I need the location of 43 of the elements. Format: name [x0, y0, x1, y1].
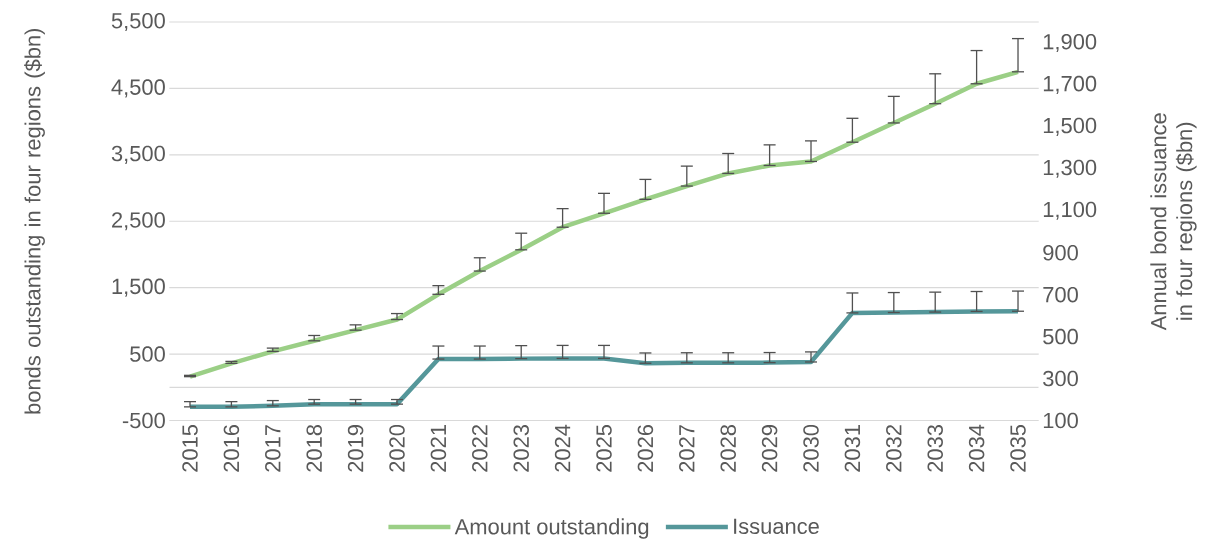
y-tick-label: -500: [122, 412, 165, 429]
y2-tick-label: 900: [1043, 244, 1078, 261]
x-tick-label: 2021: [430, 425, 447, 472]
x-tick-label: 2026: [637, 424, 654, 472]
x-tick-label: 2024: [554, 424, 571, 472]
x-tick-label: 2031: [844, 425, 861, 472]
y2-axis-title: Annual bond issuance in four regions ($bn): [1150, 113, 1197, 331]
y2-tick-label: 100: [1043, 412, 1078, 429]
x-tick-label: 2020: [389, 424, 405, 472]
x-tick-label: 2030: [803, 424, 819, 472]
x-tick-label: 2017: [265, 425, 281, 472]
y-tick-label: 4,500: [111, 79, 165, 98]
y2-tick-label: 1,100: [1043, 201, 1097, 220]
x-tick-label: 2019: [347, 425, 364, 472]
y2-tick-label: 1,300: [1043, 159, 1097, 178]
y2-tick-label: 300: [1043, 370, 1078, 387]
x-tick-label: 2034: [968, 424, 985, 472]
x-tick-label: 2018: [306, 424, 322, 472]
x-tick-label: 2029: [761, 425, 778, 472]
legend-label: Amount outstanding: [454, 518, 649, 539]
x-tick-label: 2022: [472, 425, 488, 472]
line-series: [187, 69, 1021, 379]
x-tick-label: 2016: [223, 424, 240, 472]
y-tick-label: 500: [130, 346, 165, 362]
y-tick-label: 5,500: [111, 12, 165, 32]
y2-tick-label: 1,500: [1043, 117, 1097, 136]
x-tick-label: 2032: [886, 425, 902, 472]
x-tick-label: 2028: [720, 424, 736, 472]
y-axis-title: bonds outstanding in four regions ($bn): [24, 28, 45, 414]
y2-tick-label: 1,900: [1043, 33, 1097, 53]
legend-label: Issuance: [734, 518, 819, 535]
x-tick-label: 2015: [182, 424, 198, 472]
y2-tick-label: 1,700: [1043, 75, 1097, 94]
y-tick-label: 1,500: [112, 278, 165, 297]
x-tick-label: 2035: [1010, 424, 1026, 472]
y-tick-label: 3,500: [111, 145, 165, 164]
y2-tick-label: 500: [1043, 328, 1078, 345]
x-tick-label: 2033: [927, 424, 943, 472]
y-tick-label: 2,500: [112, 212, 165, 231]
y2-tick-label: 700: [1043, 286, 1078, 303]
x-tick-label: 2027: [679, 425, 695, 472]
x-tick-label: 2025: [596, 424, 612, 472]
x-tick-label: 2023: [513, 424, 529, 472]
